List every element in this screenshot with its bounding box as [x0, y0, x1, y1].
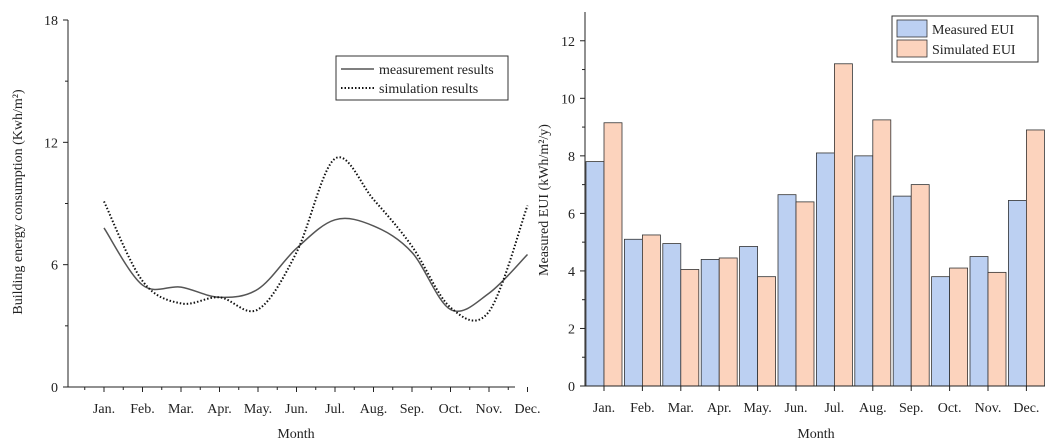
simulated-eui-bar — [795, 201, 815, 387]
bar-chart-x-tick-label: Dec. — [1013, 401, 1039, 416]
simulated-eui-bar — [872, 119, 892, 387]
simulated-eui-bar — [910, 184, 930, 387]
line-chart-x-tick-label: Sep. — [400, 402, 425, 417]
line-chart-x-axis-title: Month — [277, 427, 314, 442]
bar-chart-x-tick-label: Jan. — [593, 401, 615, 416]
measured-eui-bar — [816, 152, 835, 387]
measured-eui-bar — [969, 256, 989, 387]
bar-chart-y-tick-label: 10 — [561, 92, 575, 107]
bar-chart-x-ticks: Jan. Feb. Mar. Apr. May. Jun. Jul. Aug. Sep. Oct.… — [593, 386, 1039, 416]
line-chart-y-axis-title: Building energy consumption (Kwh/m²) — [11, 89, 26, 315]
bar-chart-x-tick-label: Oct. — [938, 401, 962, 416]
simulated-eui-bar — [718, 257, 738, 387]
bar-chart-legend-label-measured: Measured EUI — [932, 23, 1014, 38]
line-chart: 0 6 12 18 Jan. Feb. Mar. Apr. May. Jun. Jul. Aug. S… — [11, 14, 541, 442]
line-chart-legend-label-measurement: measurement results — [379, 63, 494, 78]
bar-chart-y-ticks: 0 2 4 6 8 10 12 — [561, 35, 585, 395]
bar-chart-y-tick-label: 12 — [561, 35, 575, 50]
bar-chart-y-axis-title: Measured EUI (kWh/m²/y) — [537, 124, 552, 276]
bar-chart-x-tick-label: Mar. — [668, 401, 694, 416]
measured-eui-bar — [931, 276, 950, 387]
line-chart-legend: measurement results simulation results — [335, 55, 509, 101]
bar-chart-y-tick-label: 4 — [568, 265, 575, 280]
bar-chart-y-tick-label: 6 — [568, 207, 575, 222]
measured-eui-bar — [777, 194, 797, 387]
bar-chart-y-tick-label: 0 — [568, 380, 575, 395]
bar-chart-legend: Measured EUI Simulated EUI — [891, 15, 1039, 63]
measured-eui-bar — [585, 161, 605, 387]
bar-chart-axes — [584, 12, 1045, 387]
line-chart-series — [103, 156, 529, 322]
simulation-results-line — [103, 156, 529, 322]
line-chart-legend-label-simulation: simulation results — [379, 82, 478, 97]
line-chart-x-tick-label: Aug. — [360, 402, 388, 417]
measured-eui-bar — [739, 246, 758, 387]
measured-eui-bar — [662, 243, 682, 387]
bar-chart-x-tick-label: Feb. — [630, 401, 655, 416]
simulated-eui-bar — [949, 267, 968, 387]
bar-chart-x-tick-label: Nov. — [975, 401, 1002, 416]
line-chart-y-tick-label: 12 — [44, 136, 58, 151]
line-chart-y-tick-label: 0 — [51, 381, 58, 396]
simulated-eui-bar — [680, 269, 700, 387]
measured-eui-bar — [700, 259, 720, 387]
simulated-eui-bar — [834, 63, 853, 387]
bar-chart-legend-swatch-simulated — [896, 39, 928, 58]
line-chart-x-tick-label: Nov. — [476, 402, 503, 417]
measurement-results-line — [103, 217, 529, 312]
bar-chart-x-tick-label: Jun. — [785, 401, 808, 416]
bar-chart: 0 2 4 6 8 10 12 Jan. Feb. Mar. Apr. May. Jun. Jul. Au… — [537, 12, 1045, 442]
bar-chart-x-axis-title: Month — [797, 427, 834, 442]
simulated-eui-bar — [757, 276, 776, 387]
line-chart-x-tick-label: Apr. — [207, 402, 232, 417]
line-chart-x-tick-label: May. — [244, 402, 272, 417]
measured-eui-bar — [892, 195, 912, 387]
line-chart-x-tick-label: Oct. — [439, 402, 463, 417]
bar-chart-x-tick-label: Apr. — [707, 401, 732, 416]
bar-chart-legend-label-simulated: Simulated EUI — [932, 43, 1016, 58]
bar-chart-x-tick-label: Sep. — [899, 401, 924, 416]
bar-chart-x-tick-label: Aug. — [859, 401, 887, 416]
simulated-eui-bar — [987, 271, 1007, 387]
line-chart-y-tick-label: 6 — [51, 259, 58, 274]
line-chart-x-tick-label: Dec. — [514, 402, 540, 417]
bar-chart-legend-swatch-measured — [896, 19, 928, 38]
bar-chart-bars — [585, 63, 1045, 387]
line-chart-legend-box — [335, 55, 509, 101]
line-chart-x-tick-label: Jul. — [325, 402, 345, 417]
measured-eui-bar — [854, 155, 874, 387]
bar-chart-y-tick-label: 8 — [568, 150, 575, 165]
simulated-eui-bar — [642, 234, 661, 387]
measured-eui-bar — [1008, 200, 1027, 387]
line-chart-x-ticks: Jan. Feb. Mar. Apr. May. Jun. Jul. Aug. Sep. Oct.… — [84, 387, 541, 417]
bar-chart-y-tick-label: 2 — [568, 322, 575, 337]
line-chart-x-tick-label: Mar. — [168, 402, 194, 417]
line-chart-y-tick-label: 18 — [44, 14, 58, 29]
measured-eui-bar — [624, 238, 643, 387]
bar-chart-x-tick-label: Jul. — [824, 401, 844, 416]
simulated-eui-bar — [1026, 129, 1045, 387]
line-chart-x-tick-label: Jun. — [285, 402, 308, 417]
line-chart-x-tick-label: Jan. — [93, 402, 115, 417]
line-chart-x-tick-label: Feb. — [130, 402, 155, 417]
simulated-eui-bar — [603, 122, 623, 387]
line-chart-y-ticks: 0 6 12 18 — [44, 14, 68, 396]
bar-chart-x-tick-label: May. — [743, 401, 771, 416]
